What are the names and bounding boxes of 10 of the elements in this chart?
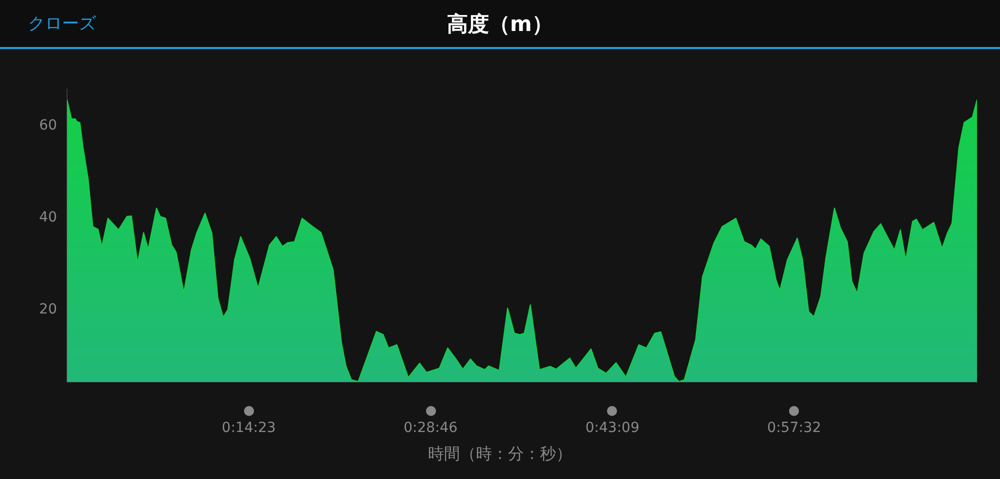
y-tick-label: 40: [39, 209, 57, 226]
y-tick-label: 20: [39, 301, 57, 318]
x-axis-title: 時間（時：分：秒）: [427, 444, 573, 465]
x-tick-label: 0:28:46: [404, 420, 458, 436]
x-tick-label: 0:57:32: [767, 420, 822, 436]
y-tick-label: 60: [39, 117, 57, 134]
text: クローズ: [28, 13, 96, 35]
x-tick-label: 0:14:23: [222, 420, 276, 436]
x-tick-label: 0:43:09: [585, 420, 640, 436]
chart-title: 高度（m）: [447, 12, 553, 36]
